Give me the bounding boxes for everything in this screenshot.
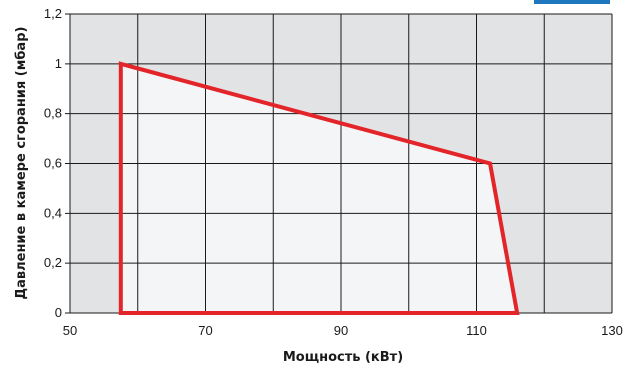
- y-tick-label: 1,2: [44, 6, 62, 21]
- y-tick-label: 0: [55, 305, 62, 320]
- operating-area-fill: [120, 63, 518, 314]
- y-tick-label: 0,8: [44, 106, 62, 121]
- y-tick-label: 0,6: [44, 156, 62, 171]
- x-tick-label: 110: [466, 323, 487, 338]
- y-tick-label: 0,4: [44, 205, 62, 220]
- x-tick-label: 130: [601, 323, 623, 338]
- y-tick-label: 0,2: [44, 255, 62, 270]
- corner-accent-bar: [534, 0, 610, 4]
- operating-area-outline: [118, 61, 520, 315]
- y-axis-title: Давление в камере сгорания (мбар): [14, 27, 29, 300]
- y-tick-label: 1: [55, 56, 62, 71]
- x-tick-label: 50: [63, 323, 77, 338]
- x-tick-label: 90: [334, 323, 348, 338]
- x-tick-label: 70: [198, 323, 212, 338]
- x-axis-title: Мощность (кВт): [283, 350, 403, 365]
